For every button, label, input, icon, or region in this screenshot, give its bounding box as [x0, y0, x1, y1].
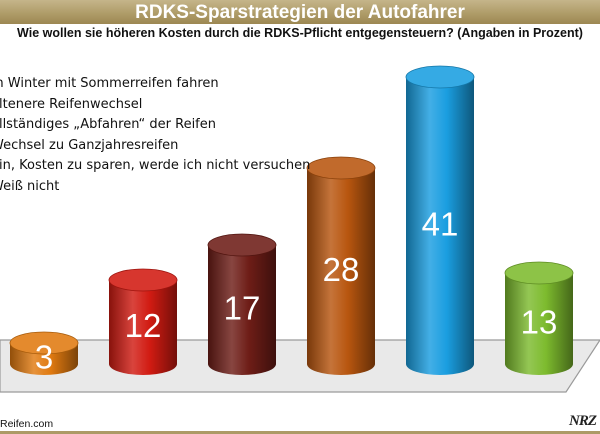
legend-item: m Winter mit Sommerreifen fahren — [0, 76, 219, 91]
bar-body — [505, 273, 573, 375]
bottom-rule — [0, 431, 600, 434]
bar-top — [405, 65, 475, 89]
legend-item: ollständiges „Abfahren“ der Reifen — [0, 117, 216, 133]
source-label: Reifen.com — [0, 418, 54, 430]
bar-top — [306, 156, 376, 180]
data-label: 41 — [422, 206, 459, 243]
bar: 12 — [108, 268, 178, 375]
bar-top — [9, 331, 79, 355]
bar: 13 — [504, 261, 574, 375]
bar-top — [207, 233, 277, 257]
data-label: 3 — [35, 339, 53, 376]
legend-item: ein, Kosten zu sparen, werde ich nicht v… — [0, 158, 311, 174]
publisher-logo: NRZ — [569, 413, 597, 429]
legend-item: Wechsel zu Ganzjahresreifen — [0, 137, 179, 153]
bar-body — [208, 245, 276, 375]
data-label: 13 — [521, 304, 558, 341]
bar: 17 — [207, 233, 277, 375]
chart-title: RDKS-Sparstrategien der Autofahrer — [0, 0, 600, 24]
bar: 28 — [306, 156, 376, 375]
bar-body — [109, 280, 177, 375]
chart-subtitle: Wie wollen sie höheren Kosten durch die … — [17, 26, 583, 40]
data-label: 12 — [125, 307, 162, 344]
bar: 41 — [405, 65, 475, 375]
data-label: 28 — [323, 251, 360, 288]
bar: 3 — [9, 331, 79, 376]
bar-top — [108, 268, 178, 292]
bar-top — [504, 261, 574, 285]
legend-item: Weiß nicht — [0, 178, 60, 194]
legend-item: eltenere Reifenwechsel — [0, 96, 143, 112]
bar-body — [406, 77, 474, 375]
bar-body — [307, 168, 375, 375]
data-label: 17 — [224, 290, 261, 327]
legend: m Winter mit Sommerreifen fahren eltenere… — [0, 74, 310, 198]
